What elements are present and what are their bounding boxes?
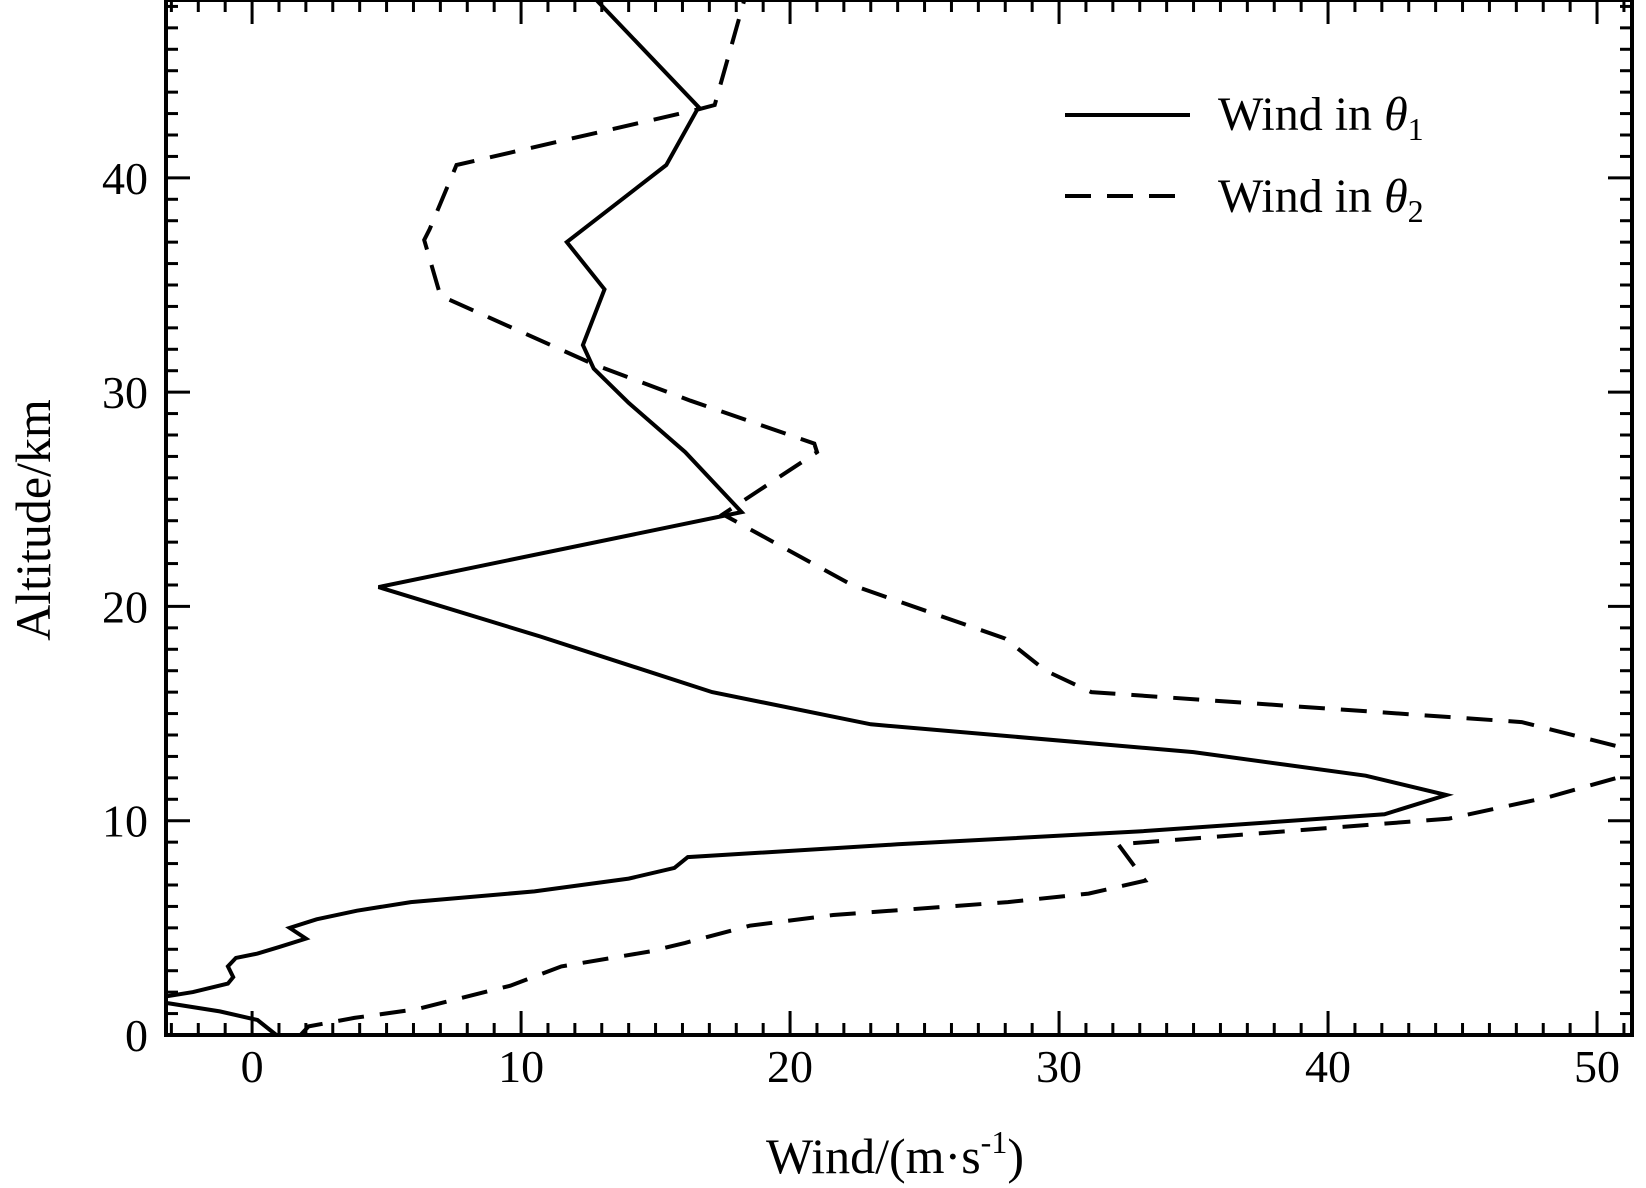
x-tick-label: 50 <box>1574 1041 1620 1092</box>
y-tick-label: 30 <box>102 367 148 418</box>
legend-symbol-theta2: θ <box>1384 170 1408 223</box>
x-tick-label: 10 <box>498 1041 544 1092</box>
y-tick-label: 40 <box>102 153 148 204</box>
legend-subscript-theta1: 1 <box>1408 111 1424 147</box>
x-axis-title-end: ) <box>1007 1128 1024 1184</box>
legend-symbol-theta1: θ <box>1384 88 1408 141</box>
series-line-theta2 <box>299 0 1634 1037</box>
axis-ticks <box>166 0 1632 1037</box>
series-layer <box>164 0 1634 1037</box>
y-tick-label: 20 <box>102 581 148 632</box>
x-axis-title-superscript: -1 <box>981 1124 1008 1160</box>
x-tick-label: 30 <box>1036 1041 1082 1092</box>
x-tick-label: 20 <box>767 1041 813 1092</box>
x-tick-label: 40 <box>1305 1041 1351 1092</box>
x-axis-title: Wind/(m·s-1) <box>766 1124 1024 1184</box>
plot-frame <box>164 0 1634 1037</box>
y-axis-title: Altitude/km <box>5 399 61 641</box>
series-line-theta1 <box>164 0 1454 1037</box>
x-tick-label: 0 <box>241 1041 264 1092</box>
legend-label-theta1: Wind in θ1 <box>1218 88 1424 147</box>
legend: Wind in θ1 Wind in θ2 <box>1065 88 1424 229</box>
legend-subscript-theta2: 2 <box>1408 193 1424 229</box>
y-tick-label: 10 <box>102 796 148 847</box>
legend-label-theta2: Wind in θ2 <box>1218 170 1424 229</box>
tick-labels: 0 10 20 30 40 50 0 10 20 30 40 <box>102 153 1620 1092</box>
y-tick-label: 0 <box>125 1010 148 1061</box>
